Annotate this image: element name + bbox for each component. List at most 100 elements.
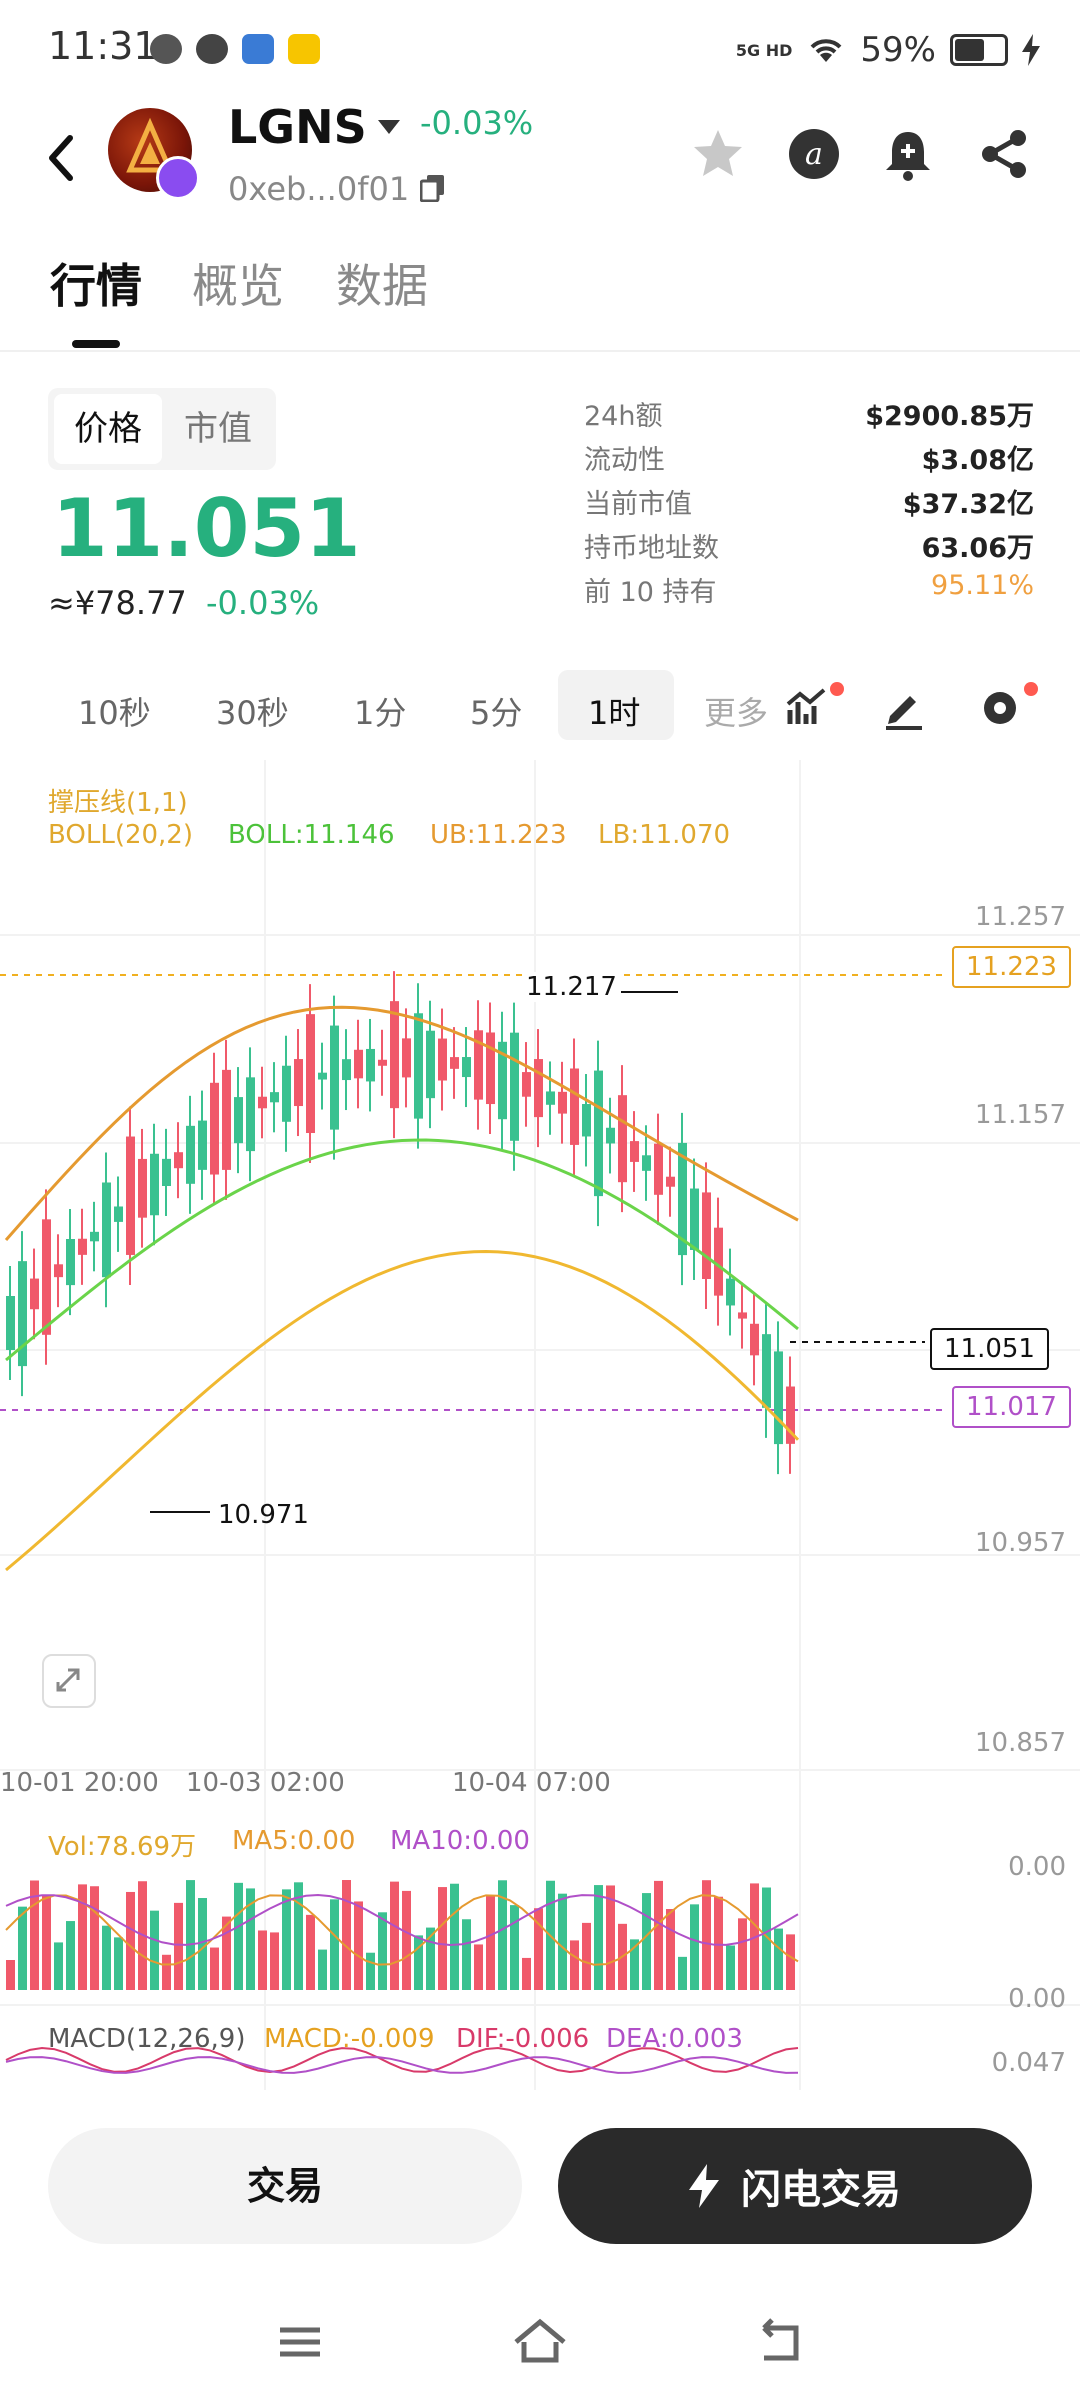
volume-bar-60 — [726, 1945, 735, 1990]
vol-ma5-line — [5, 1894, 799, 1966]
flash-trade-button[interactable]: 闪电交易 — [558, 2128, 1032, 2244]
interval-bar: 10秒 30秒 1分 5分 1时 更多 — [0, 670, 1080, 750]
candle-body-27 — [330, 1025, 339, 1130]
candle-body-35 — [426, 1030, 435, 1099]
boll-label: BOLL(20,2) — [48, 820, 193, 850]
stat-market-cap: 当前市值 $37.32亿 — [584, 489, 1034, 520]
volume-bar-7 — [90, 1886, 99, 1990]
meituan-icon — [288, 34, 320, 64]
candle-body-37 — [450, 1057, 459, 1069]
menu-icon[interactable] — [270, 2312, 330, 2372]
volume-bar-64 — [774, 1928, 783, 1990]
candle-body-43 — [522, 1072, 531, 1097]
expand-chart-button[interactable] — [42, 1654, 96, 1708]
volume-bar-49 — [594, 1885, 603, 1990]
volume-bar-35 — [426, 1927, 435, 1990]
volume-bar-8 — [102, 1925, 111, 1990]
chain-badge-icon — [156, 156, 200, 200]
candle-body-47 — [570, 1068, 579, 1145]
battery-icon — [950, 34, 1008, 66]
candle-body-4 — [54, 1264, 63, 1278]
interval-30s[interactable]: 30秒 — [216, 694, 289, 732]
divider — [0, 350, 1080, 352]
candle-body-33 — [402, 1038, 411, 1078]
y-tick-2: 11.157 — [975, 1100, 1066, 1130]
interval-1m[interactable]: 1分 — [354, 694, 407, 732]
chevron-down-icon[interactable] — [378, 120, 400, 134]
volume-bar-23 — [282, 1889, 291, 1990]
volume-bar-54 — [654, 1880, 663, 1990]
volume-bar-53 — [642, 1893, 651, 1990]
volume-bar-44 — [534, 1908, 543, 1990]
macd-tick: 0.047 — [991, 2048, 1066, 2078]
trade-button[interactable]: 交易 — [48, 2128, 522, 2244]
tab-overview[interactable]: 概览 — [192, 259, 284, 313]
boll-ub-label: UB:11.223 — [430, 820, 567, 850]
candle-body-1 — [18, 1261, 27, 1367]
volume-bar-5 — [66, 1921, 75, 1990]
candle-body-19 — [234, 1097, 243, 1144]
candle-body-0 — [6, 1296, 15, 1350]
volume-bar-22 — [270, 1932, 279, 1990]
back-nav-icon[interactable] — [750, 2312, 810, 2372]
candle-body-2 — [30, 1278, 39, 1310]
high-label: 11.217 — [522, 972, 621, 1002]
candle-body-32 — [390, 1001, 399, 1109]
candle-body-15 — [186, 1125, 195, 1184]
copy-icon[interactable] — [420, 174, 446, 202]
ai-icon[interactable]: a — [784, 124, 844, 184]
volume-bar-0 — [6, 1960, 15, 1990]
settings-dot — [1024, 682, 1038, 696]
price-cny: ≈¥78.77 — [48, 584, 187, 622]
macd-value: MACD:-0.009 — [264, 2024, 435, 2054]
token-symbol[interactable]: LGNS — [228, 100, 367, 154]
candle-body-10 — [126, 1136, 135, 1255]
candle-body-54 — [654, 1143, 663, 1195]
facebook-icon — [196, 34, 228, 64]
volume-bar-61 — [738, 1918, 747, 1990]
candle-body-51 — [618, 1095, 627, 1183]
volume-bar-40 — [486, 1896, 495, 1990]
volume-bar-32 — [390, 1881, 399, 1990]
indicator-dot — [830, 682, 844, 696]
interval-10s[interactable]: 10秒 — [78, 694, 151, 732]
candle-body-56 — [678, 1142, 687, 1256]
alert-bell-icon[interactable] — [878, 124, 938, 184]
interval-5m[interactable]: 5分 — [470, 694, 523, 732]
candle-body-38 — [462, 1057, 471, 1078]
dif-value: DIF:-0.006 — [456, 2024, 590, 2054]
stat-top10: 前 10 持有 95.11% — [584, 570, 1034, 608]
candle-body-49 — [594, 1070, 603, 1197]
token-change: -0.03% — [420, 104, 534, 142]
stat-liquidity: 流动性 $3.08亿 — [584, 445, 1034, 476]
boll-upper-line — [4, 1005, 799, 1241]
tab-data[interactable]: 数据 — [336, 259, 428, 313]
volume-bar-65 — [786, 1934, 795, 1990]
clock: 11:31 — [48, 24, 158, 68]
candle-body-46 — [558, 1091, 567, 1114]
volume-bar-50 — [606, 1885, 615, 1990]
settings-gear-icon[interactable] — [976, 684, 1024, 732]
home-icon[interactable] — [510, 2312, 570, 2372]
candle-body-5 — [66, 1239, 75, 1286]
svg-text:a: a — [805, 137, 823, 172]
status-bar: 11:31 5G HD 59% — [0, 0, 1080, 100]
interval-more[interactable]: 更多 — [704, 694, 769, 732]
y-tick-5: 10.857 — [975, 1728, 1066, 1758]
indicator-icon[interactable] — [784, 684, 832, 732]
interval-1h[interactable]: 1时 — [588, 694, 641, 732]
volume-bar-57 — [690, 1904, 699, 1990]
draw-pen-icon[interactable] — [880, 684, 928, 732]
price-chart[interactable] — [0, 760, 1080, 2090]
volume-bar-56 — [678, 1956, 687, 1990]
toggle-price[interactable]: 价格 — [54, 394, 162, 464]
last-price-tag: 11.051 — [930, 1328, 1049, 1370]
candle-body-31 — [378, 1059, 387, 1066]
back-icon[interactable] — [42, 128, 82, 188]
star-icon[interactable] — [688, 124, 748, 184]
charging-icon — [1022, 34, 1040, 66]
toggle-mcap[interactable]: 市值 — [184, 409, 252, 449]
share-icon[interactable] — [974, 124, 1034, 184]
tab-market[interactable]: 行情 — [50, 259, 142, 313]
expand-icon — [56, 1668, 80, 1692]
